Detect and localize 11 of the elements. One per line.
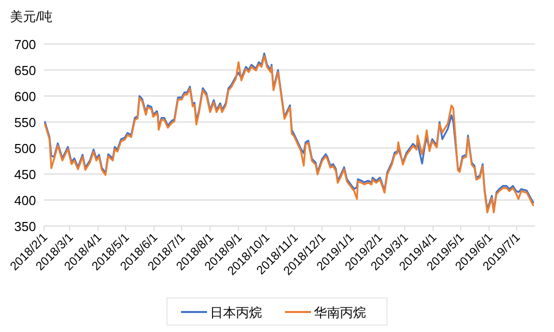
y-axis-title: 美元/吨 [10,9,53,24]
y-tick-label: 400 [14,193,36,208]
y-tick-label: 350 [14,219,36,234]
y-tick-label: 650 [14,63,36,78]
y-tick-label: 450 [14,167,36,182]
y-tick-label: 700 [14,37,36,52]
legend-label: 华南丙烷 [314,305,366,320]
y-tick-label: 550 [14,115,36,130]
y-tick-label: 500 [14,141,36,156]
legend-label: 日本丙烷 [210,305,262,320]
y-tick-label: 600 [14,89,36,104]
